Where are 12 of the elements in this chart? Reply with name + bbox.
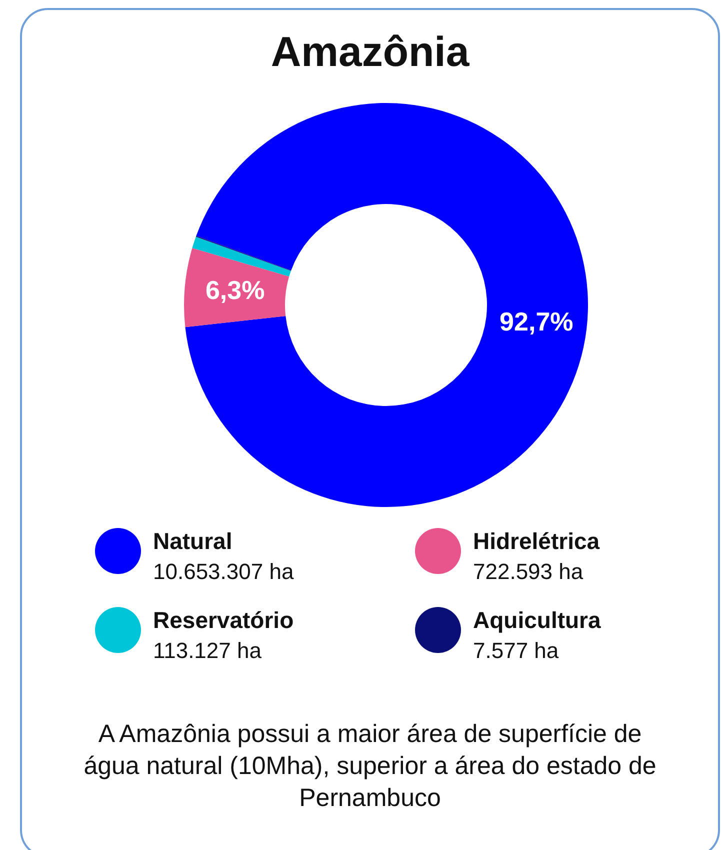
data-label: 6,3% [205,274,265,305]
text: 722.593 ha [473,559,584,585]
legend-label: Aquicultura [473,607,601,634]
text: 10.653.307 ha [153,559,294,585]
text: A Amazônia possui a maior área de superfície de água natural (10Mha), superior a área do estado de Pernambuco [82,719,658,814]
chart-title: Amazônia [270,28,470,76]
data-label: 92,7% [500,306,574,336]
legend-label: Hidrelétrica [473,528,600,555]
text: 113.127 ha [153,638,262,664]
legend-label: Natural [153,528,234,555]
legend-label: Reservatório [153,607,294,634]
text: 7.577 ha [473,638,560,664]
